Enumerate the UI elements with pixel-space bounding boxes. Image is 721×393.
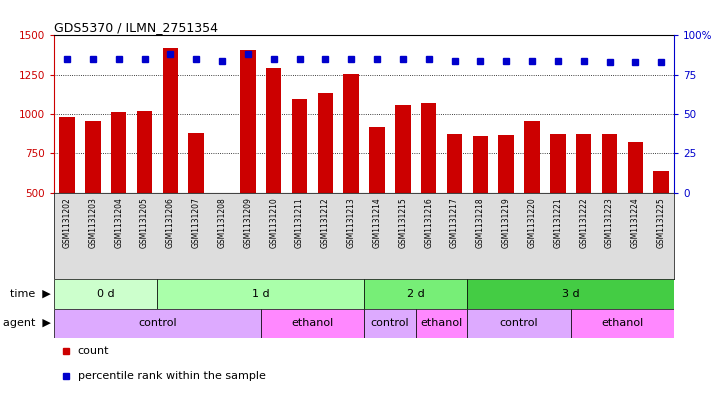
Bar: [261, 309, 364, 338]
Text: 3 d: 3 d: [562, 289, 580, 299]
Bar: [498, 135, 514, 193]
Text: control: control: [138, 318, 177, 328]
Bar: [416, 309, 467, 338]
Text: GSM1131206: GSM1131206: [166, 197, 174, 248]
Text: GSM1131203: GSM1131203: [89, 197, 97, 248]
Bar: [550, 134, 566, 193]
Bar: [395, 105, 410, 193]
Bar: [524, 121, 540, 193]
Bar: [421, 103, 436, 193]
Bar: [137, 111, 152, 193]
Bar: [627, 142, 643, 193]
Text: GSM1131205: GSM1131205: [140, 197, 149, 248]
Bar: [447, 134, 462, 193]
Bar: [602, 134, 617, 193]
Text: GSM1131212: GSM1131212: [321, 197, 329, 248]
Text: GSM1131217: GSM1131217: [450, 197, 459, 248]
Text: GSM1131213: GSM1131213: [347, 197, 355, 248]
Text: GSM1131208: GSM1131208: [218, 197, 226, 248]
Bar: [54, 309, 261, 338]
Bar: [292, 99, 307, 193]
Bar: [467, 309, 571, 338]
Text: GSM1131222: GSM1131222: [579, 197, 588, 248]
Bar: [369, 127, 385, 193]
Bar: [162, 48, 178, 193]
Bar: [111, 112, 126, 193]
Text: percentile rank within the sample: percentile rank within the sample: [78, 371, 265, 381]
Text: 0 d: 0 d: [97, 289, 115, 299]
Text: GSM1131215: GSM1131215: [399, 197, 407, 248]
Text: ethanol: ethanol: [420, 318, 463, 328]
Text: ethanol: ethanol: [601, 318, 644, 328]
Text: GSM1131216: GSM1131216: [424, 197, 433, 248]
Text: GSM1131224: GSM1131224: [631, 197, 640, 248]
Text: GDS5370 / ILMN_2751354: GDS5370 / ILMN_2751354: [54, 21, 218, 34]
Bar: [364, 309, 416, 338]
Bar: [59, 117, 75, 193]
Text: GSM1131223: GSM1131223: [605, 197, 614, 248]
Text: GSM1131225: GSM1131225: [657, 197, 665, 248]
Text: GSM1131220: GSM1131220: [528, 197, 536, 248]
Text: agent  ▶: agent ▶: [3, 318, 50, 328]
Text: GSM1131209: GSM1131209: [244, 197, 252, 248]
Text: 1 d: 1 d: [252, 289, 270, 299]
Bar: [467, 279, 674, 309]
Text: control: control: [371, 318, 410, 328]
Text: 2 d: 2 d: [407, 289, 425, 299]
Text: GSM1131204: GSM1131204: [114, 197, 123, 248]
Text: ethanol: ethanol: [291, 318, 334, 328]
Bar: [343, 74, 359, 193]
Bar: [571, 309, 674, 338]
Text: GSM1131202: GSM1131202: [63, 197, 71, 248]
Text: GSM1131207: GSM1131207: [192, 197, 200, 248]
Bar: [54, 279, 157, 309]
Bar: [653, 171, 669, 193]
Bar: [364, 279, 467, 309]
Text: GSM1131218: GSM1131218: [476, 197, 485, 248]
Bar: [266, 68, 281, 193]
Text: time  ▶: time ▶: [9, 289, 50, 299]
Bar: [240, 50, 255, 193]
Bar: [157, 279, 364, 309]
Text: count: count: [78, 346, 109, 356]
Text: GSM1131221: GSM1131221: [554, 197, 562, 248]
Bar: [85, 121, 100, 193]
Text: control: control: [500, 318, 539, 328]
Bar: [317, 93, 333, 193]
Text: GSM1131210: GSM1131210: [269, 197, 278, 248]
Text: GSM1131211: GSM1131211: [295, 197, 304, 248]
Bar: [188, 133, 204, 193]
Bar: [472, 136, 488, 193]
Bar: [576, 134, 591, 193]
Text: GSM1131214: GSM1131214: [373, 197, 381, 248]
Text: GSM1131219: GSM1131219: [502, 197, 510, 248]
